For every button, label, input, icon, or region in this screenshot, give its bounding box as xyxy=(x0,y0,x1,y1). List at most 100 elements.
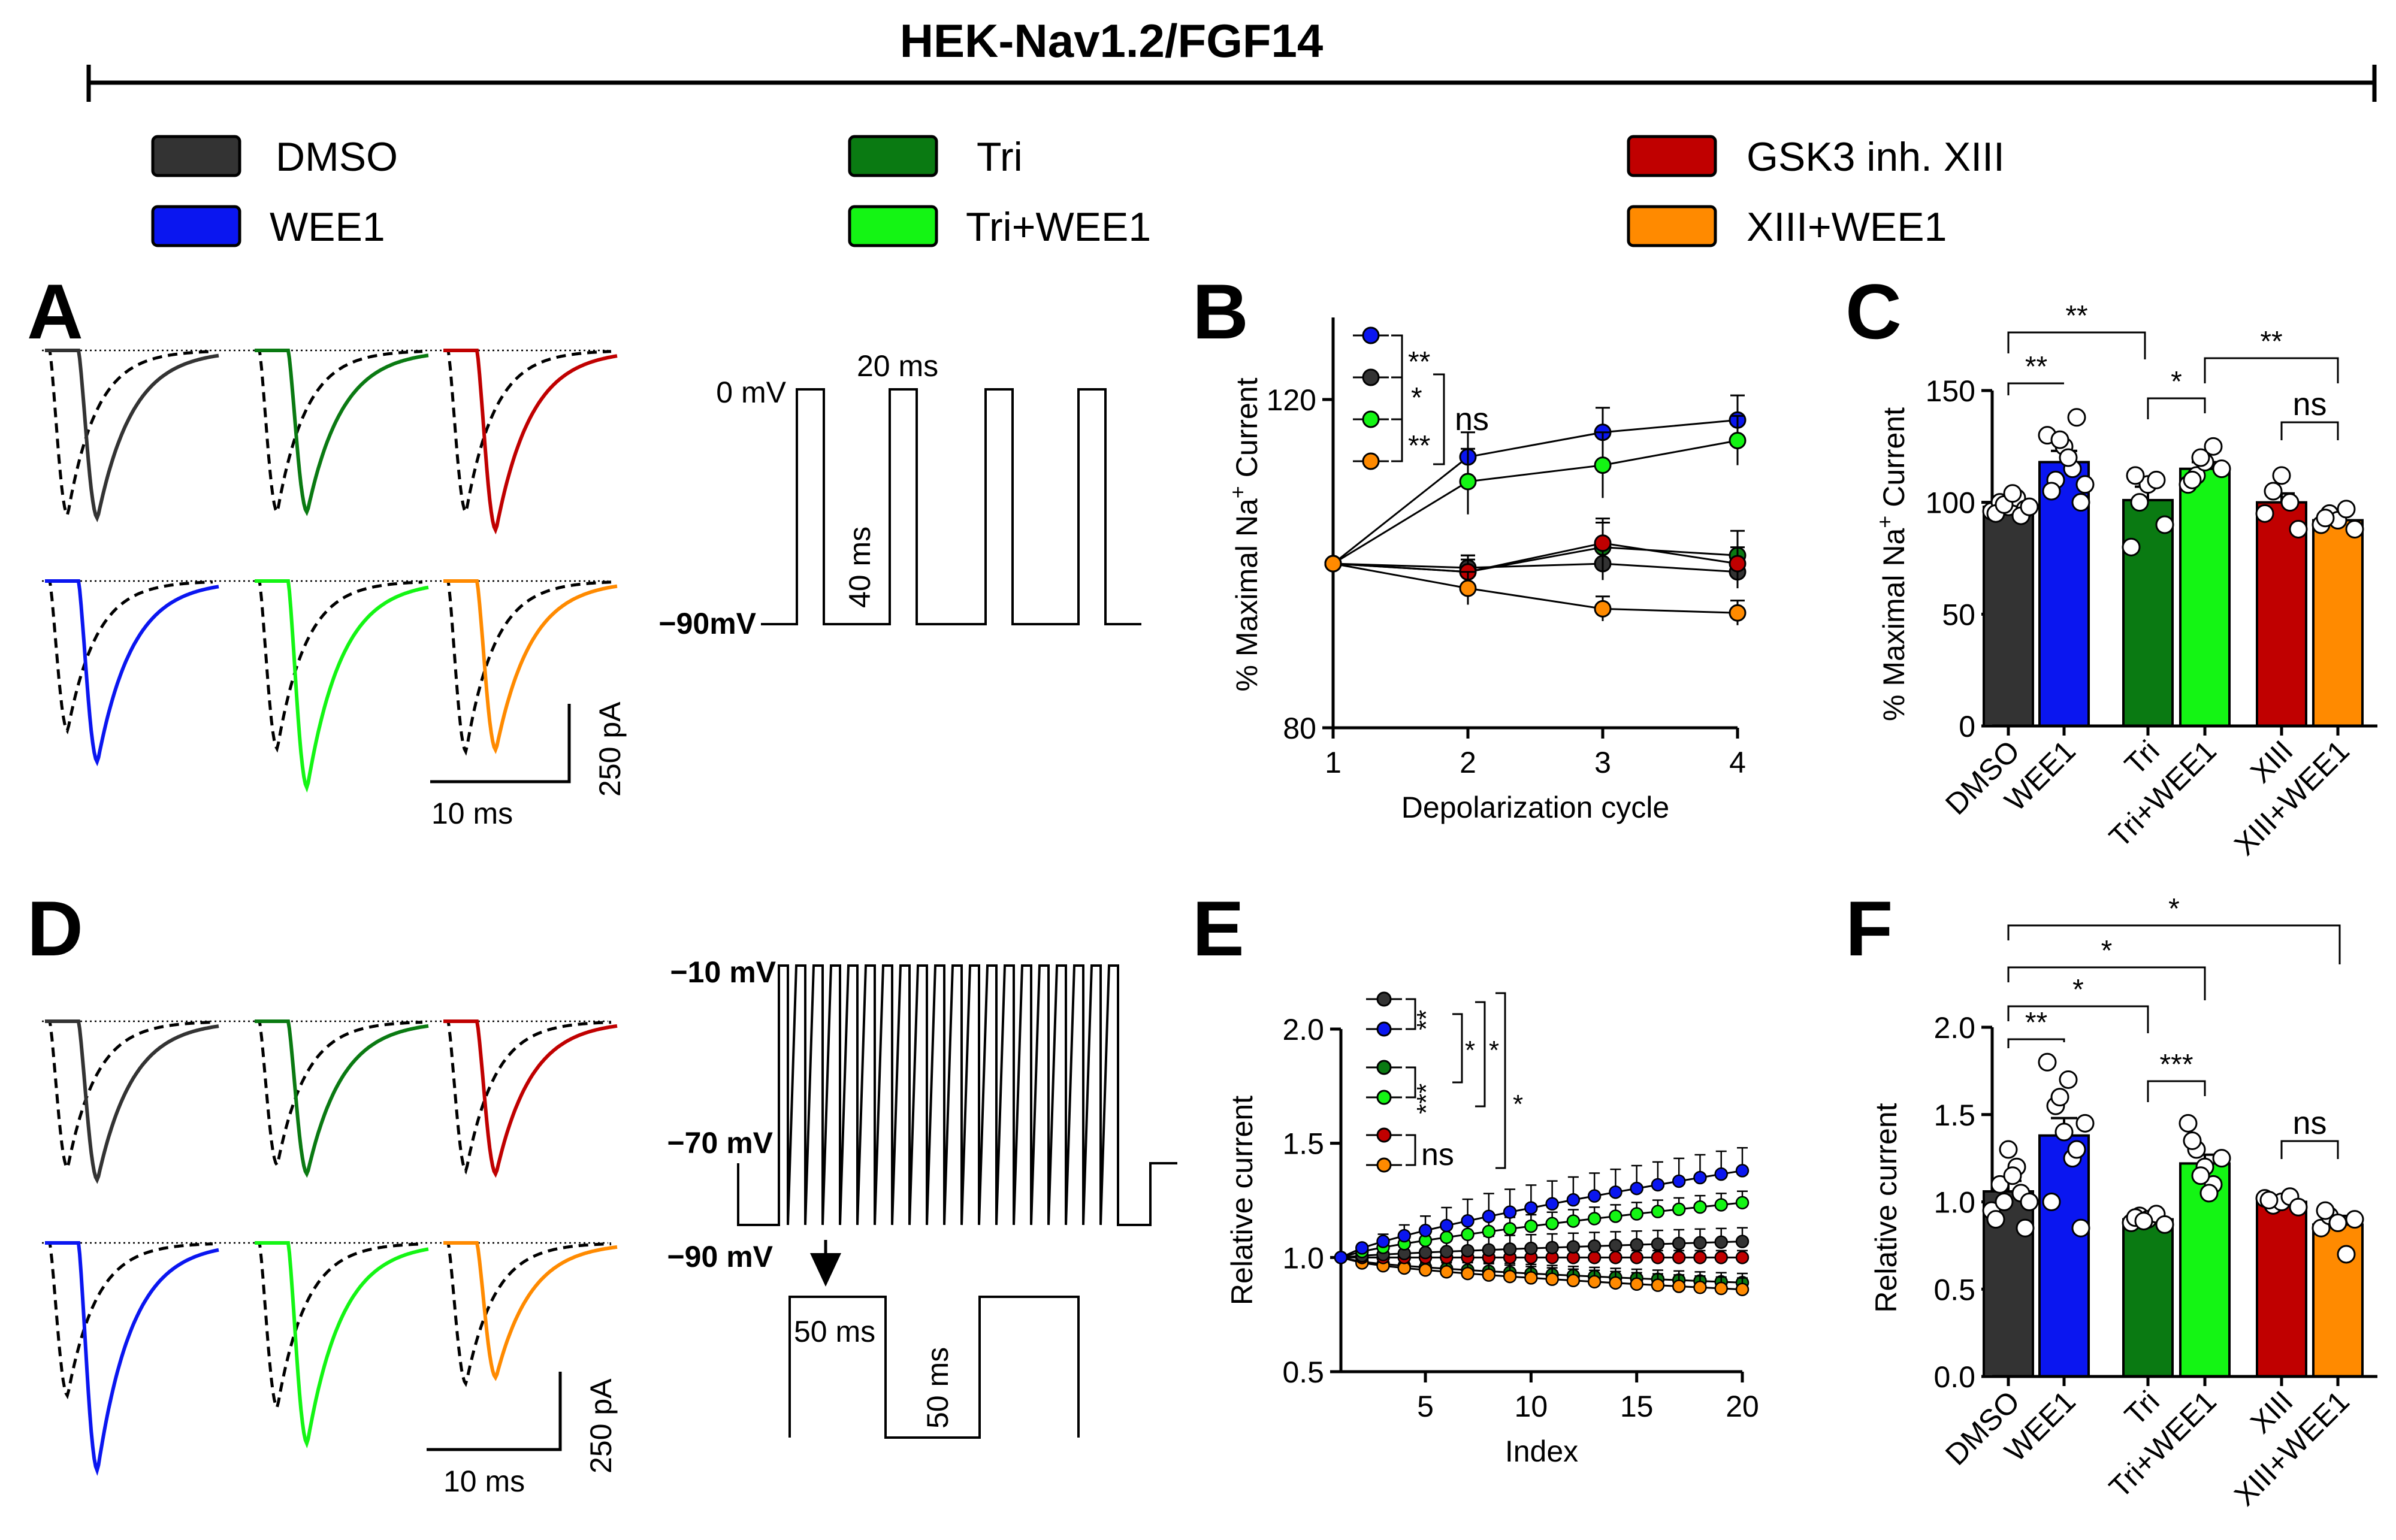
chart-c-datapoint xyxy=(2337,500,2356,519)
chart-b-line-0 xyxy=(1333,562,1738,573)
chart-f-sig-label: ns xyxy=(2292,1105,2326,1141)
chart-b-bracket xyxy=(1391,334,1403,379)
chart-e-point xyxy=(1566,1240,1581,1254)
chart-e-point xyxy=(1672,1174,1686,1188)
chart-c-datapoint xyxy=(2183,470,2202,489)
chart-e-point xyxy=(1587,1275,1602,1289)
chart-c-datapoint xyxy=(2147,470,2166,489)
chart-e-point xyxy=(1693,1200,1707,1214)
chart-c-y-label: % Maximal Na+ Current xyxy=(1872,407,1911,721)
chart-b-line-1 xyxy=(1333,419,1738,565)
chart-b-y-tick-label: 120 xyxy=(1267,383,1316,417)
chart-f-datapoint xyxy=(2212,1149,2231,1168)
chart-e-point xyxy=(1735,1282,1750,1296)
trace-triwee1 xyxy=(255,1241,429,1449)
chart-e-point xyxy=(1630,1181,1643,1196)
chart-b-point xyxy=(1729,432,1747,449)
trace-control-triwee1 xyxy=(255,579,423,753)
chart-f-datapoint xyxy=(2038,1052,2057,1072)
scalebar-d-current: 250 pA xyxy=(584,1378,618,1474)
protocol-d-pulse: 50 ms xyxy=(794,1315,875,1348)
chart-e-point xyxy=(1482,1209,1496,1224)
trace-control-wee1 xyxy=(45,1241,213,1400)
chart-e-x-tick-label: 20 xyxy=(1726,1390,1759,1423)
chart-e-point xyxy=(1418,1224,1433,1238)
protocol-a-interval: 40 ms xyxy=(843,527,877,608)
chart-e-bracket xyxy=(1406,1134,1416,1166)
chart-e-point xyxy=(1440,1265,1454,1279)
chart-c-datapoint xyxy=(2280,493,2300,512)
chart-f-datapoint xyxy=(2050,1088,2069,1107)
chart-c-datapoint xyxy=(2345,519,2364,538)
legend-label-wee1: WEE1 xyxy=(270,204,385,250)
trace-control-xiiiwee1 xyxy=(443,1241,612,1387)
chart-e-point xyxy=(1503,1205,1517,1219)
chart-e-annotation: *** xyxy=(1412,1084,1441,1114)
chart-f-datapoint xyxy=(2059,1070,2078,1089)
chart-e-point xyxy=(1587,1239,1602,1253)
chart-c-datapoint xyxy=(2020,497,2039,516)
chart-f-datapoint xyxy=(2020,1193,2039,1211)
chart-e-x-tick-label: 15 xyxy=(1620,1390,1654,1423)
panel-letter-a: A xyxy=(27,268,83,355)
chart-c-sig-bracket xyxy=(2280,421,2339,440)
chart-e-point xyxy=(1545,1197,1559,1211)
chart-c-datapoint xyxy=(2155,515,2174,534)
chart-e-point xyxy=(1440,1245,1454,1258)
chart-c-sig-label: ** xyxy=(2065,300,2087,332)
chart-b-point xyxy=(1729,555,1747,573)
chart-e-point xyxy=(1714,1167,1728,1181)
chart-f-datapoint xyxy=(2183,1131,2202,1150)
chart-b-annotation: ** xyxy=(1408,346,1430,378)
chart-f-sig-bracket xyxy=(2007,966,2206,1000)
chart-e-point xyxy=(1693,1281,1707,1294)
chart-c-datapoint xyxy=(2050,430,2069,449)
chart-f-datapoint xyxy=(2199,1184,2219,1203)
chart-e: 0.5 1.0 1.5 2.0 5 10 15 20 Index Relative current… xyxy=(1225,991,1759,1468)
chart-e-legend-dot xyxy=(1376,1090,1392,1105)
chart-f-datapoint xyxy=(2071,1218,2090,1238)
chart-c-datapoint xyxy=(2272,466,2291,485)
chart-e-bracket xyxy=(1406,998,1416,1030)
chart-e-point xyxy=(1693,1251,1707,1264)
chart-b-legend-dot xyxy=(1362,326,1380,344)
chart-e-point xyxy=(1503,1269,1517,1284)
chart-e-point xyxy=(1651,1178,1665,1192)
legend-label-xiii: GSK3 inh. XIII xyxy=(1747,134,2005,180)
chart-f-bar-wee1 xyxy=(2038,1134,2090,1378)
chart-f-sig-bracket xyxy=(2007,1038,2065,1048)
chart-e-bracket xyxy=(1406,1066,1416,1099)
chart-e-point xyxy=(1609,1251,1622,1264)
chart-e-point xyxy=(1587,1212,1602,1226)
chart-b-annotation: * xyxy=(1411,382,1422,414)
chart-e-point xyxy=(1651,1278,1665,1292)
chart-e-y-tick-label: 2.0 xyxy=(1282,1013,1324,1046)
figure-title: HEK-Nav1.2/FGF14 xyxy=(900,14,1324,67)
legend-label-tri: Tri xyxy=(977,134,1023,180)
legend-label-triwee1: Tri+WEE1 xyxy=(966,204,1151,250)
chart-e-point xyxy=(1714,1251,1728,1264)
chart-c-datapoint xyxy=(2059,448,2078,467)
chart-f-datapoint xyxy=(1990,1175,2010,1194)
chart-e-point xyxy=(1461,1227,1475,1242)
chart-e-point xyxy=(1545,1272,1559,1286)
chart-e-annotation: * xyxy=(1489,1036,1499,1065)
chart-b-point xyxy=(1594,456,1612,474)
chart-b-legend-dot xyxy=(1362,368,1380,386)
chart-e-point xyxy=(1587,1251,1602,1264)
trace-control-xiii xyxy=(443,1019,612,1175)
chart-f-sig-label: * xyxy=(2072,974,2084,1006)
trace-xiiiwee1 xyxy=(443,1241,618,1381)
trace-xiiiwee1 xyxy=(443,579,618,755)
chart-c-bar-tri xyxy=(2122,498,2174,728)
chart-f-datapoint xyxy=(2067,1140,2086,1159)
chart-e-point xyxy=(1482,1243,1496,1257)
chart-b-x-label: Depolarization cycle xyxy=(1401,791,1669,824)
chart-b-point xyxy=(1459,473,1477,491)
chart-e-legend-dot xyxy=(1376,1060,1392,1075)
chart-c-datapoint xyxy=(2191,448,2210,467)
chart-e-annotation: ns xyxy=(1421,1137,1454,1172)
trace-control-wee1 xyxy=(45,579,213,734)
